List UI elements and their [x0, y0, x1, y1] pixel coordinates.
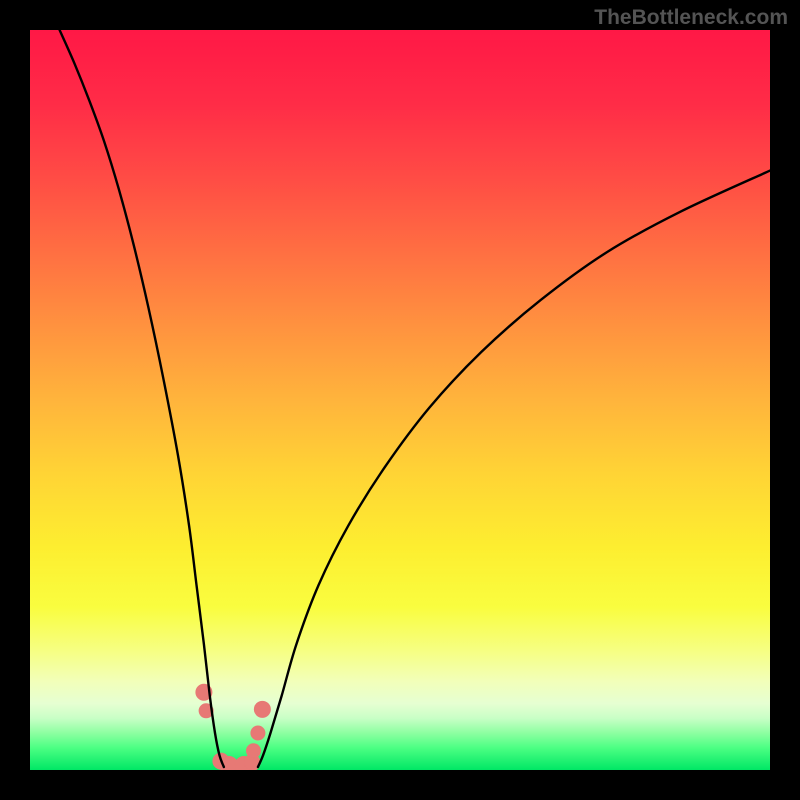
- marker-point: [251, 726, 265, 740]
- watermark-text: TheBottleneck.com: [594, 6, 788, 30]
- curve-left: [60, 30, 224, 767]
- curve-right: [258, 171, 770, 767]
- plot-area: [30, 30, 770, 770]
- marker-point: [246, 744, 260, 758]
- chart-root: TheBottleneck.com: [0, 0, 800, 800]
- marker-point: [254, 701, 270, 717]
- curves-layer: [30, 30, 770, 770]
- marker-group: [196, 684, 270, 770]
